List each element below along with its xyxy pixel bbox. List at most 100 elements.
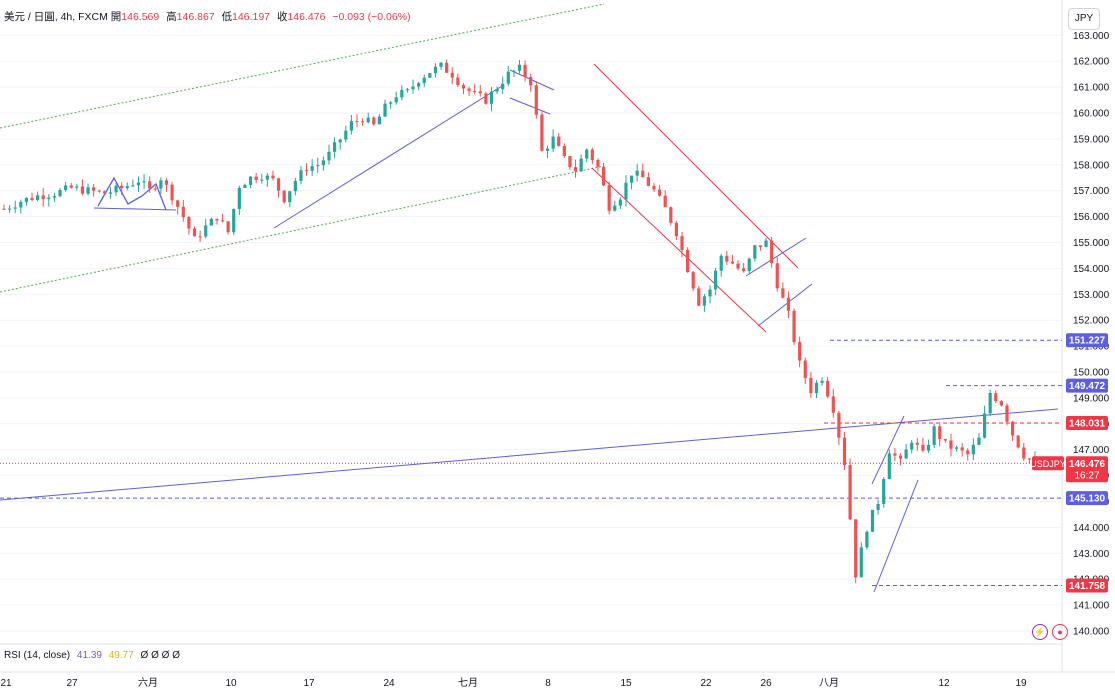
price-label-text: 141.758 <box>1069 581 1106 592</box>
candle-body <box>220 220 225 222</box>
current-price-text: 146.476 <box>1069 459 1106 470</box>
rsi-legend[interactable]: RSI (14, close) 41.39 49.77 Ø Ø Ø Ø <box>4 650 180 661</box>
candle-body <box>164 180 169 185</box>
rsi-value: 41.39 <box>76 650 102 661</box>
y-tick-label: 143.000 <box>1073 549 1110 560</box>
candle-body <box>781 288 785 298</box>
candle-body <box>260 179 264 181</box>
rsi-label: RSI (14, close) <box>4 650 71 661</box>
candle-body <box>237 187 241 209</box>
candle-body <box>282 190 286 203</box>
candle-body <box>758 245 763 248</box>
candle-body <box>954 447 959 449</box>
candle-body <box>271 175 275 179</box>
symbol-tag-box <box>1032 456 1064 471</box>
candle-body <box>624 182 628 200</box>
candle-body <box>439 62 443 67</box>
price-label-box <box>1066 491 1108 506</box>
x-tick-label: 24 <box>383 678 395 689</box>
candle-body <box>742 268 746 272</box>
candle-body <box>725 255 729 262</box>
candle-body <box>473 91 477 93</box>
candle-body <box>551 136 555 149</box>
lightning-icon[interactable]: ⚡ <box>1032 624 1048 640</box>
y-tick-label: 159.000 <box>1073 134 1110 145</box>
currency-button[interactable]: JPY <box>1068 8 1100 30</box>
y-tick-label: 149.000 <box>1073 393 1110 404</box>
candle-body <box>243 184 247 188</box>
candle-body <box>148 181 152 189</box>
trendline <box>0 3 605 129</box>
candle-body <box>596 160 600 167</box>
candle-body <box>803 360 807 378</box>
candle-body <box>545 148 550 151</box>
candle-body <box>316 165 320 167</box>
candle-body <box>540 114 544 151</box>
x-tick-label: 17 <box>303 678 315 689</box>
candle-body <box>80 186 85 194</box>
candle-body <box>338 139 342 143</box>
candle-body <box>2 208 6 210</box>
candle-body <box>349 121 354 131</box>
y-tick-label: 144.000 <box>1073 523 1110 534</box>
candle-body <box>484 93 488 104</box>
candle-body <box>478 91 482 94</box>
candle-body <box>394 97 398 103</box>
candle-body <box>417 83 421 87</box>
high-label: 高 <box>166 11 177 23</box>
candle-body <box>629 175 634 183</box>
candle-body <box>1016 435 1020 448</box>
candle-body <box>708 289 712 297</box>
candle-body <box>456 77 460 85</box>
candle-body <box>411 86 415 90</box>
price-label-text: 145.130 <box>1069 494 1106 505</box>
y-tick-label: 163.000 <box>1073 31 1110 42</box>
rsi-extras: Ø Ø Ø Ø <box>140 650 180 661</box>
trendline <box>0 165 605 293</box>
candle-body <box>299 170 303 181</box>
y-tick-label: 141.000 <box>1073 601 1110 612</box>
candle-body <box>361 121 365 123</box>
candle-body <box>831 396 835 413</box>
trendline <box>745 237 807 277</box>
candle-body <box>870 509 875 532</box>
candle-body <box>523 64 527 77</box>
x-tick-label: 六月 <box>138 677 158 689</box>
candle-body <box>607 185 611 211</box>
price-label-box <box>1066 578 1108 593</box>
candle-body <box>405 89 410 91</box>
candle-body <box>910 442 914 450</box>
close-label: 收 <box>276 11 288 23</box>
candle-body <box>938 426 942 440</box>
candle-body <box>842 437 847 466</box>
candle-body <box>949 440 953 449</box>
candle-body <box>887 453 891 480</box>
candle-body <box>657 189 662 196</box>
trendline <box>273 85 503 229</box>
candle-body <box>428 73 432 78</box>
candle-body <box>209 218 213 226</box>
candle-body <box>187 216 191 229</box>
x-tick-label: 27 <box>66 678 78 689</box>
candle-body <box>75 186 79 188</box>
candle-body <box>355 121 359 123</box>
candle-body <box>770 240 774 264</box>
candle-body <box>461 84 466 89</box>
x-tick-label: 10 <box>225 678 237 689</box>
candle-body <box>422 77 426 84</box>
trendline <box>591 167 767 333</box>
candle-body <box>932 426 936 445</box>
candle-body <box>366 117 370 123</box>
candle-body <box>573 167 578 172</box>
candle-body <box>904 449 908 459</box>
candle-body <box>826 380 830 397</box>
record-icon[interactable]: ● <box>1052 624 1068 640</box>
candle-body <box>383 103 387 117</box>
candle-body <box>747 258 751 272</box>
candle-body <box>960 447 964 451</box>
candle-body <box>467 88 471 92</box>
change-value: −0.093 (−0.06%) <box>332 11 411 23</box>
candle-body <box>108 192 113 194</box>
candle-body <box>114 185 118 193</box>
